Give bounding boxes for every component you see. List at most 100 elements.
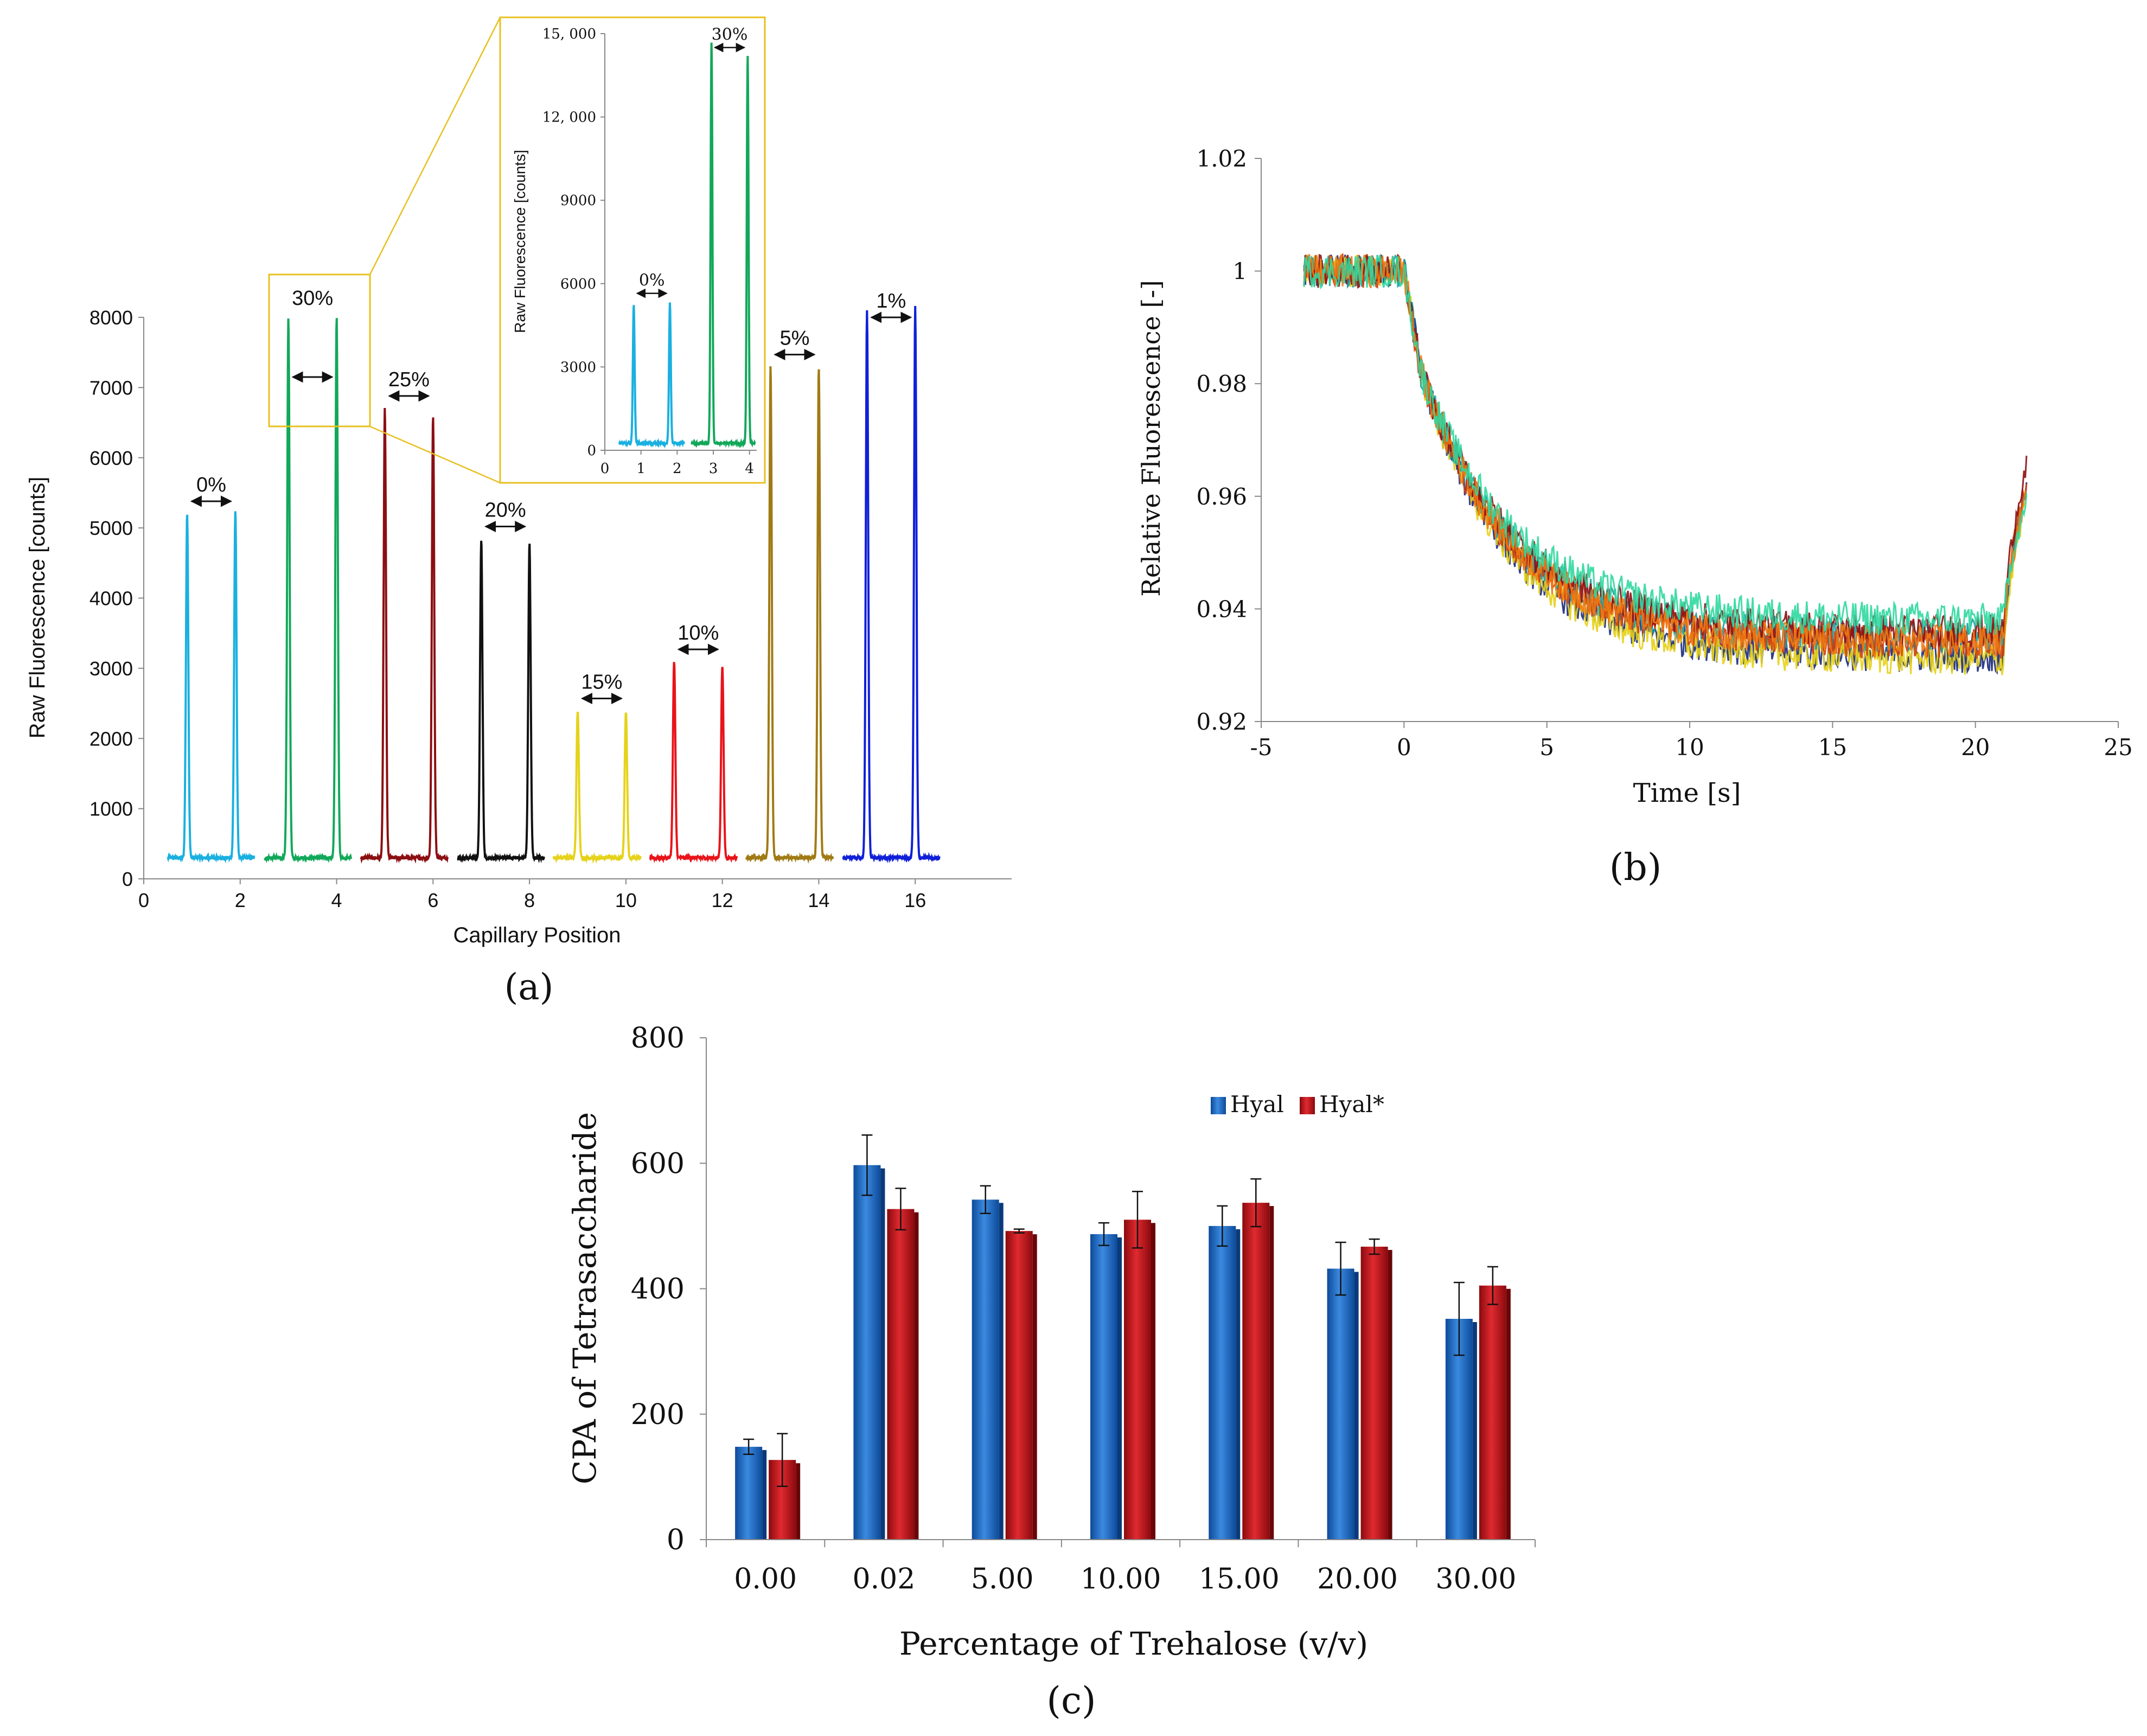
a-x-tick-label: 2 <box>235 889 246 911</box>
inset-peak-label-30%: 30% <box>712 25 748 44</box>
a-trace-20% <box>457 540 545 864</box>
c-y-tick-label: 200 <box>631 1399 685 1431</box>
c-bar-side <box>914 1212 919 1540</box>
c-bar-side <box>1354 1272 1359 1540</box>
panel-c-xlabel: Percentage of Trehalose (v/v) <box>899 1625 1368 1662</box>
a-x-tick-label: 14 <box>808 889 829 911</box>
panel-a-plot: 0% 30% 25% 20% 15% 10% 5% 1% <box>167 287 941 864</box>
panel-c-legend: Hyal Hyal* <box>1211 1091 1384 1118</box>
c-bar-Hyal* <box>1242 1203 1270 1540</box>
panel-b-axes: 0.92 0.94 0.96 0.98 1 1.02 -5 0 5 10 15 20 25 <box>1196 145 2132 761</box>
inset-trace-0% <box>618 302 686 449</box>
a-peak-label-30%: 30% <box>292 287 333 310</box>
b-y-tick-label: 0.98 <box>1196 371 1247 397</box>
panel-c: 0 200 400 600 800 0.00 0.02 5.00 10.00 15.00 20.00… <box>566 1022 1536 1722</box>
c-bar-side <box>1506 1288 1511 1540</box>
a-x-tick-label: 8 <box>524 889 535 911</box>
panel-b-xlabel: Time [s] <box>1633 778 1741 808</box>
a-x-tick-label: 16 <box>904 889 926 911</box>
panel-b-plot <box>1303 253 2028 676</box>
legend-swatch-hyal <box>1211 1097 1226 1114</box>
c-bar-side <box>796 1463 801 1540</box>
b-y-tick-label: 0.94 <box>1196 596 1247 622</box>
a-peak-label-15%: 15% <box>581 671 622 694</box>
a-peak-label-10%: 10% <box>678 622 719 644</box>
c-bar-Hyal* <box>1124 1220 1151 1540</box>
c-y-tick-label: 400 <box>631 1273 685 1306</box>
panel-c-label: (c) <box>1046 1680 1096 1722</box>
inset-y-tick-label: 0 <box>587 443 596 459</box>
c-bar-side <box>880 1168 885 1540</box>
panel-c-plot <box>735 1134 1511 1540</box>
a-x-tick-label: 6 <box>427 889 438 911</box>
c-bar-Hyal <box>972 1199 999 1540</box>
a-y-tick-label: 7000 <box>90 376 133 399</box>
inset-x-tick-label: 1 <box>636 461 646 477</box>
a-trace-0% <box>167 511 255 864</box>
b-series-line-5 <box>1303 254 2027 658</box>
a-peak-label-1%: 1% <box>876 290 906 312</box>
zoom-connector-bottom <box>369 425 501 484</box>
c-x-tick-label: 5.00 <box>971 1563 1034 1595</box>
c-x-tick-label: 15.00 <box>1199 1563 1280 1595</box>
c-bar-Hyal <box>1090 1234 1117 1540</box>
c-bar-Hyal <box>1327 1268 1354 1540</box>
c-bar-side <box>1117 1237 1122 1540</box>
b-x-tick-label: 5 <box>1539 734 1554 761</box>
b-x-tick-label: 25 <box>2104 734 2132 761</box>
legend-label-hyal-star: Hyal* <box>1319 1091 1384 1118</box>
a-peak-label-25%: 25% <box>388 368 430 391</box>
c-x-tick-label: 20.00 <box>1317 1563 1398 1595</box>
b-x-tick-label: -5 <box>1250 734 1273 761</box>
c-bar-Hyal* <box>1479 1285 1506 1540</box>
a-y-tick-label: 8000 <box>90 307 133 329</box>
a-y-tick-label: 1000 <box>90 798 133 820</box>
c-bar-side <box>1269 1206 1274 1540</box>
zoom-box <box>268 273 371 427</box>
c-y-tick-label: 0 <box>667 1524 685 1556</box>
legend-label-hyal: Hyal <box>1230 1091 1284 1118</box>
zoom-connector-top <box>369 17 501 275</box>
c-bar-side <box>1236 1229 1241 1540</box>
a-peak-label-5%: 5% <box>780 327 810 350</box>
inset-peak-label-0%: 0% <box>639 271 665 290</box>
legend-swatch-hyal-star <box>1300 1097 1315 1114</box>
c-bar-side <box>762 1450 767 1540</box>
c-bar-side <box>1032 1234 1037 1540</box>
inset-y-tick-label: 15, 000 <box>542 26 596 42</box>
a-y-tick-label: 2000 <box>90 727 133 750</box>
a-y-tick-label: 6000 <box>90 447 133 469</box>
a-trace-10% <box>649 662 738 864</box>
panel-a-ylabel: Raw Fluorescence [counts] <box>25 477 49 738</box>
inset-x-tick-label: 3 <box>709 461 718 477</box>
b-y-tick-label: 0.96 <box>1196 483 1247 510</box>
inset-y-tick-label: 12, 000 <box>542 110 596 126</box>
c-bar-Hyal <box>1209 1226 1236 1540</box>
b-y-tick-label: 0.92 <box>1196 709 1247 735</box>
a-x-tick-label: 0 <box>138 889 149 911</box>
c-bar-Hyal* <box>887 1209 915 1540</box>
a-y-tick-label: 5000 <box>90 517 133 539</box>
a-x-tick-label: 10 <box>615 889 637 911</box>
a-trace-25% <box>360 407 449 864</box>
b-x-tick-label: 0 <box>1397 734 1411 761</box>
a-x-tick-label: 4 <box>331 889 342 911</box>
inset-x-tick-label: 4 <box>745 461 754 477</box>
c-bar-side <box>999 1203 1004 1540</box>
inset-x-tick-label: 0 <box>600 461 610 477</box>
a-trace-1% <box>842 305 941 864</box>
inset-axes: 0 3000 6000 9000 12, 000 15, 000 0 1 2 3 4 <box>542 26 757 477</box>
c-y-tick-label: 800 <box>631 1022 685 1055</box>
inset-ylabel: Raw Fluorescence [counts] <box>512 150 528 333</box>
panel-b: 0.92 0.94 0.96 0.98 1 1.02 -5 0 5 10 15 20 25 Time [… <box>1136 145 2133 889</box>
c-y-tick-label: 600 <box>631 1147 685 1180</box>
c-x-tick-label: 0.00 <box>734 1563 797 1595</box>
a-peak-label-0%: 0% <box>196 474 226 496</box>
c-x-tick-label: 10.00 <box>1081 1563 1161 1595</box>
panel-a-label: (a) <box>504 966 554 1008</box>
inset-y-tick-label: 9000 <box>560 193 596 209</box>
a-trace-15% <box>552 711 642 864</box>
inset-trace-30% <box>691 42 756 449</box>
b-x-tick-label: 10 <box>1675 734 1704 761</box>
b-y-tick-label: 1 <box>1232 258 1247 285</box>
